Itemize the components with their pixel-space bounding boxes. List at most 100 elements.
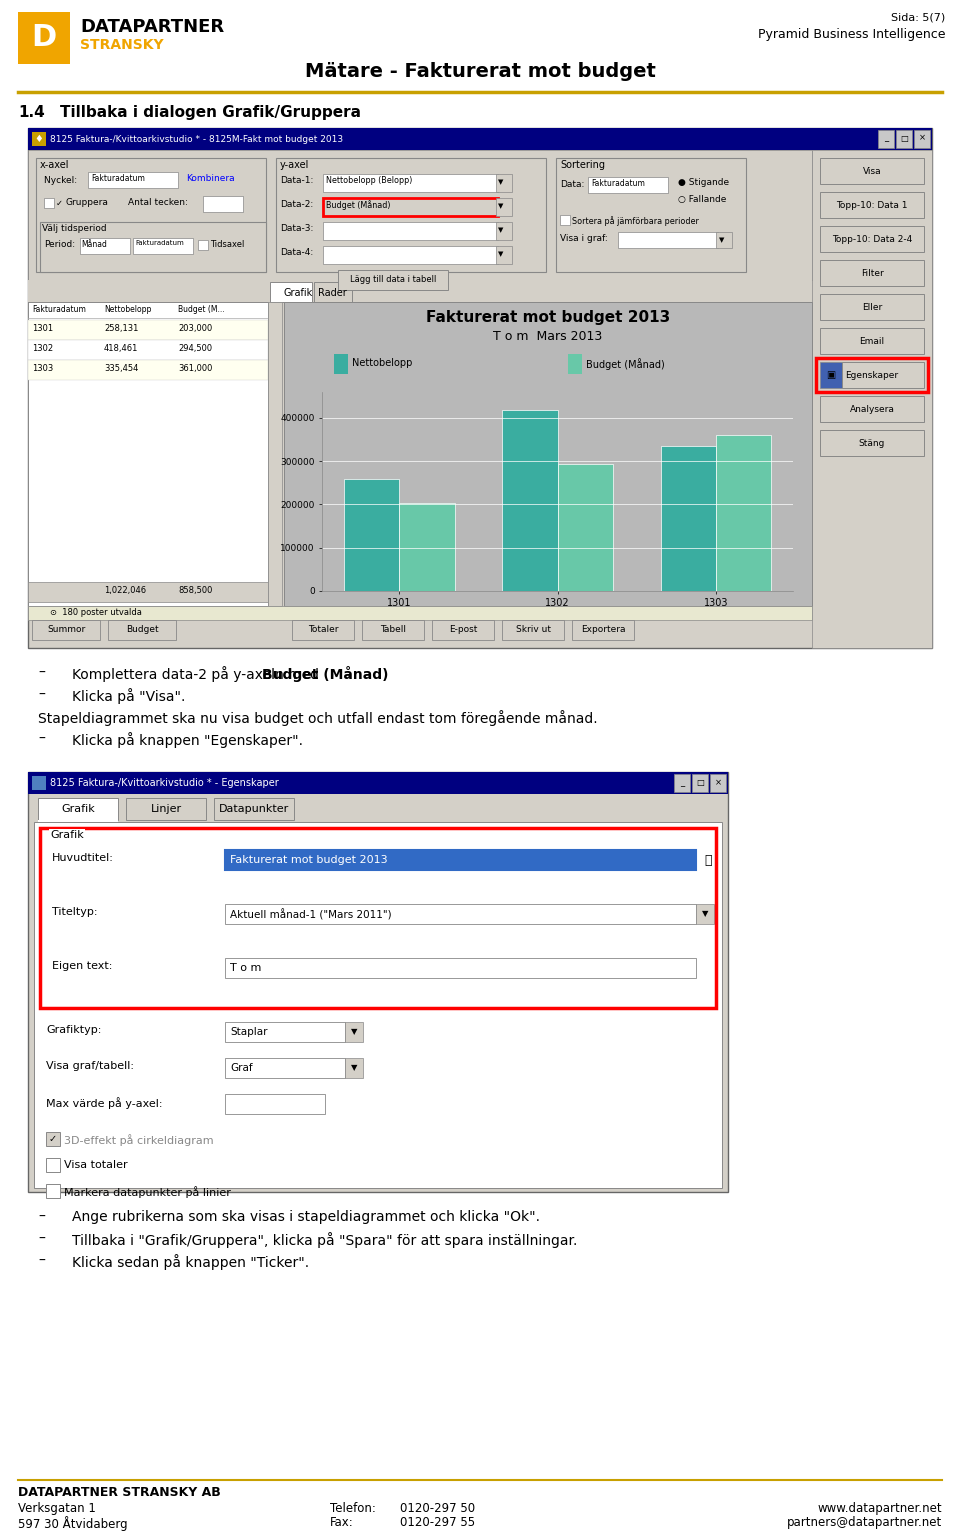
Bar xyxy=(32,776,46,790)
Text: ▼: ▼ xyxy=(719,237,725,243)
Text: _: _ xyxy=(884,134,888,143)
Text: Topp-10: Data 1: Topp-10: Data 1 xyxy=(836,201,908,209)
Bar xyxy=(323,246,498,264)
Text: Eller: Eller xyxy=(862,303,882,312)
Text: Klicka sedan på knappen "Ticker".: Klicka sedan på knappen "Ticker". xyxy=(72,1253,309,1270)
Text: ▼: ▼ xyxy=(498,203,504,209)
Bar xyxy=(284,303,812,607)
Text: Mätare - Fakturerat mot budget: Mätare - Fakturerat mot budget xyxy=(304,61,656,81)
Text: Klicka på knappen "Egenskaper".: Klicka på knappen "Egenskaper". xyxy=(72,733,303,748)
Bar xyxy=(34,822,722,1187)
Text: □: □ xyxy=(900,134,908,143)
Bar xyxy=(820,226,924,252)
Text: Fakturadatum: Fakturadatum xyxy=(91,174,145,183)
Text: DATAPARTNER: DATAPARTNER xyxy=(80,18,224,35)
Text: 335,454: 335,454 xyxy=(104,364,138,373)
Text: 1.4: 1.4 xyxy=(18,104,45,120)
Bar xyxy=(820,396,924,422)
Text: Komplettera data-2 på y-axeln med: Komplettera data-2 på y-axeln med xyxy=(72,667,324,682)
Text: Månad: Månad xyxy=(81,240,107,249)
Bar xyxy=(18,12,70,65)
Text: T o m  Mars 2013: T o m Mars 2013 xyxy=(493,330,603,343)
Text: Budget (Månad): Budget (Månad) xyxy=(262,667,389,682)
Bar xyxy=(820,362,842,389)
Bar xyxy=(323,198,498,217)
Bar xyxy=(276,158,546,272)
Bar xyxy=(28,127,932,648)
Bar xyxy=(38,820,118,822)
Text: Antal tecken:: Antal tecken: xyxy=(128,198,188,207)
Bar xyxy=(28,339,268,359)
Text: Exportera: Exportera xyxy=(581,625,625,634)
Bar xyxy=(842,362,924,389)
Bar xyxy=(292,621,354,641)
Text: –: – xyxy=(38,1232,45,1246)
Bar xyxy=(44,198,54,207)
Bar xyxy=(270,283,312,303)
Text: Max värde på y-axel:: Max värde på y-axel: xyxy=(46,1097,162,1109)
Bar xyxy=(323,223,498,240)
Text: Stapeldiagrammet ska nu visa budget och utfall endast tom föregående månad.: Stapeldiagrammet ska nu visa budget och … xyxy=(38,710,598,727)
Bar xyxy=(28,607,812,621)
Text: ×: × xyxy=(919,134,925,143)
Bar xyxy=(338,270,448,290)
Text: Tidsaxel: Tidsaxel xyxy=(210,240,245,249)
Text: 1301: 1301 xyxy=(32,324,53,333)
Text: Data-1:: Data-1: xyxy=(280,177,313,184)
Bar xyxy=(558,464,613,591)
Bar xyxy=(28,359,268,379)
Text: .: . xyxy=(347,667,350,680)
Text: Stäng: Stäng xyxy=(859,438,885,447)
Bar xyxy=(716,435,772,591)
Text: STRANSKY: STRANSKY xyxy=(80,38,163,52)
Bar xyxy=(345,1058,363,1078)
Text: 8125 Faktura-/Kvittoarkivstudio * - 8125M-Fakt mot budget 2013: 8125 Faktura-/Kvittoarkivstudio * - 8125… xyxy=(50,135,343,144)
Bar xyxy=(32,132,46,146)
Text: Välj tidsperiod: Välj tidsperiod xyxy=(42,224,107,233)
Text: D: D xyxy=(32,23,57,52)
Text: _: _ xyxy=(680,779,684,788)
Bar xyxy=(28,773,728,794)
Text: Fakturerat mot budget 2013: Fakturerat mot budget 2013 xyxy=(426,310,670,326)
Text: Graf: Graf xyxy=(230,1063,252,1074)
Bar xyxy=(314,283,352,303)
Bar xyxy=(674,774,690,793)
Text: Budget (M...: Budget (M... xyxy=(178,306,225,313)
Bar xyxy=(820,158,924,184)
Text: Lägg till data i tabell: Lägg till data i tabell xyxy=(349,275,436,284)
Text: Summor: Summor xyxy=(47,625,85,634)
Text: T o m: T o m xyxy=(230,963,261,972)
Text: Kombinera: Kombinera xyxy=(186,174,234,183)
Bar xyxy=(502,621,564,641)
Bar xyxy=(496,198,512,217)
Text: Grafik: Grafik xyxy=(50,829,84,840)
Text: 0120-297 55: 0120-297 55 xyxy=(400,1516,475,1528)
Text: Data-4:: Data-4: xyxy=(280,247,313,257)
Bar xyxy=(710,774,726,793)
Text: ⊙  180 poster utvalda: ⊙ 180 poster utvalda xyxy=(50,608,142,617)
Bar xyxy=(40,828,716,1008)
Bar xyxy=(496,174,512,192)
Bar xyxy=(28,151,812,280)
Bar xyxy=(214,799,294,820)
Text: Visa: Visa xyxy=(863,166,881,175)
Text: y-axel: y-axel xyxy=(280,160,309,170)
Text: ▼: ▼ xyxy=(350,1063,357,1072)
Bar xyxy=(696,905,714,925)
Bar xyxy=(28,303,268,607)
Text: ▼: ▼ xyxy=(498,227,504,233)
Text: 1303: 1303 xyxy=(32,364,53,373)
Text: Skriv ut: Skriv ut xyxy=(516,625,550,634)
Bar xyxy=(108,621,176,641)
Text: ▣: ▣ xyxy=(827,370,835,379)
Text: 🔍: 🔍 xyxy=(704,854,711,866)
Text: Staplar: Staplar xyxy=(230,1028,268,1037)
Bar xyxy=(334,353,348,373)
Text: Grafik: Grafik xyxy=(284,289,313,298)
Text: –: – xyxy=(38,1210,45,1224)
Text: DATAPARTNER STRANSKY AB: DATAPARTNER STRANSKY AB xyxy=(18,1485,221,1499)
Bar xyxy=(225,1021,345,1041)
Bar xyxy=(568,353,582,373)
Bar xyxy=(28,280,812,303)
Text: Tabell: Tabell xyxy=(380,625,406,634)
